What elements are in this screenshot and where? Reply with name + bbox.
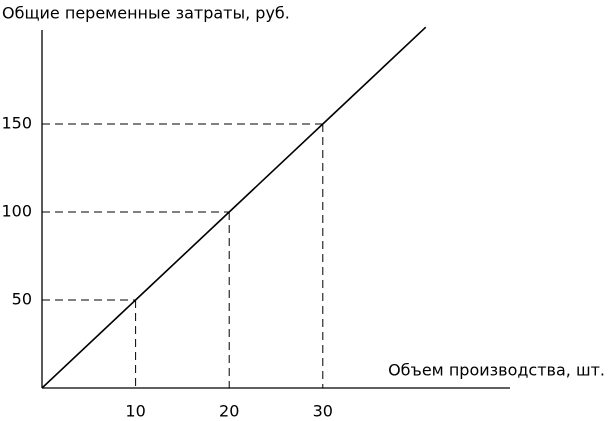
x-tick-label: 10 xyxy=(125,402,145,421)
y-tick-label: 100 xyxy=(1,202,32,221)
line xyxy=(41,26,427,389)
x-axis-label: Объем производства, шт. xyxy=(388,361,605,380)
y-tick-label: 50 xyxy=(12,290,32,309)
y-axis-label: Общие переменные затраты, руб. xyxy=(2,4,290,23)
x-tick-label: 30 xyxy=(313,402,333,421)
x-tick-label: 20 xyxy=(219,402,239,421)
y-tick-label: 150 xyxy=(1,114,32,133)
